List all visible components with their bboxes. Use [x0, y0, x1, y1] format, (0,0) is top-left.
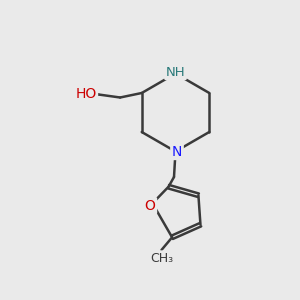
Text: CH₃: CH₃	[150, 252, 173, 265]
Text: O: O	[145, 199, 155, 213]
Text: N: N	[172, 145, 182, 158]
Text: HO: HO	[75, 88, 97, 101]
Text: NH: NH	[166, 65, 185, 79]
